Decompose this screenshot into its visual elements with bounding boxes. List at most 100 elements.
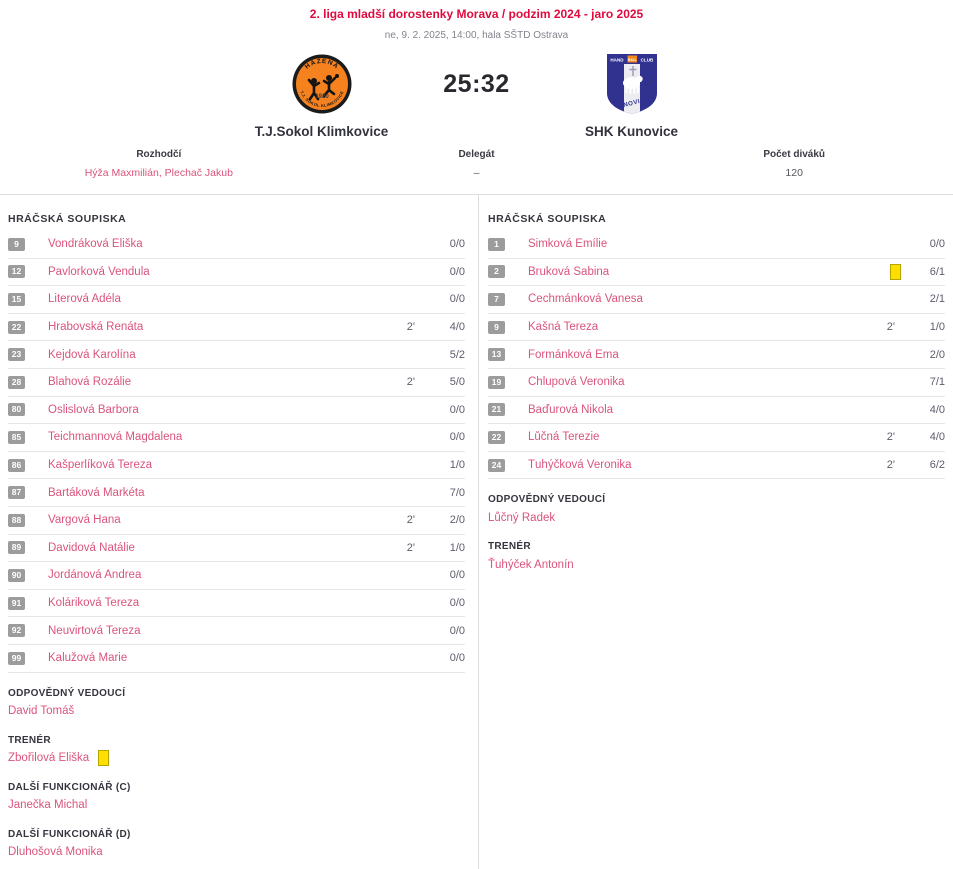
player-number-badge: 80: [8, 403, 25, 417]
player-name-link[interactable]: Koláriková Tereza: [48, 597, 140, 610]
player-name-link[interactable]: Neuvirtová Tereza: [48, 624, 141, 637]
official-block: TRENÉR Ťuhýček Antonín: [488, 541, 945, 573]
player-name-link[interactable]: Lůčná Terezie: [528, 431, 600, 444]
attendance-label: Počet diváků: [763, 149, 826, 160]
player-stats: 0/0: [449, 652, 465, 665]
player-number-badge: 22: [8, 320, 25, 334]
final-score: 25:32: [443, 69, 510, 98]
player-name-link[interactable]: Formánková Ema: [528, 348, 619, 361]
player-stats: 4/0: [929, 431, 945, 444]
away-logo-banner-mid: BALL: [628, 58, 637, 62]
player-row: 12 Pavlorková Vendula 0/0: [8, 259, 465, 287]
official-name-row: Zbořilová Eliška: [8, 750, 465, 767]
player-name-link[interactable]: Blahová Rozálie: [48, 376, 132, 389]
player-name-link[interactable]: Bartáková Markéta: [48, 486, 145, 499]
official-role-label: TRENÉR: [488, 541, 531, 553]
official-name-row: Ťuhýček Antonín: [488, 556, 945, 573]
player-number-badge: 24: [488, 458, 505, 472]
player-number-badge: 28: [8, 375, 25, 389]
referees-names[interactable]: Hýža Maxmilián, Plechač Jakub: [84, 167, 233, 179]
sokol-klimkovice-logo-graphic: HÁZENÁ T.J. SOKOL KLIMKOVICE 1920: [292, 54, 351, 114]
player-row: 87 Bartáková Markéta 7/0: [8, 479, 465, 507]
official-name-link[interactable]: Zbořilová Eliška: [8, 752, 90, 764]
player-name-link[interactable]: Vargová Hana: [48, 514, 121, 527]
official-name-link[interactable]: Janečka Michal: [8, 799, 88, 811]
player-stats: 2/0: [929, 348, 945, 361]
player-name-link[interactable]: Jordánová Andrea: [48, 569, 142, 582]
player-name-link[interactable]: Literová Adéla: [48, 293, 121, 306]
player-number-badge: 7: [488, 292, 505, 306]
away-logo-banner-right: CLUB: [640, 58, 653, 63]
player-number-badge: 91: [8, 596, 25, 610]
home-player-table: 9 Vondráková Eliška 0/0 12 Pavlorková Vendul…: [8, 231, 465, 673]
home-team-block: HÁZENÁ T.J. SOKOL KLIMKOVICE 1920 T.J.So…: [227, 53, 417, 139]
official-name-link[interactable]: Lůčný Radek: [488, 511, 556, 524]
player-row: 9 Kašná Tereza 2' 1/0: [488, 314, 945, 342]
player-name-link[interactable]: Kašperlíková Tereza: [48, 459, 152, 472]
player-number-badge: 87: [8, 486, 25, 500]
official-name-row: Dluhošová Monika: [8, 844, 465, 861]
player-row: 19 Chlupová Veronika 7/1: [488, 369, 945, 397]
player-name-link[interactable]: Davidová Natálie: [48, 541, 135, 554]
player-row: 15 Literová Adéla 0/0: [8, 286, 465, 314]
home-officials-list: ODPOVĚDNÝ VEDOUCÍ David Tomáš TRENÉR Zbořil…: [8, 688, 465, 861]
player-name-link[interactable]: Šimková Emílie: [528, 238, 608, 251]
player-stats: 2/0: [449, 514, 465, 527]
player-row: 22 Lůčná Terezie 2' 4/0: [488, 424, 945, 452]
away-player-table: 1 Šimková Emílie 0/0 2 Bruková Sabina 6/1 7 Čec…: [488, 231, 945, 480]
official-name-link[interactable]: Dluhošová Monika: [8, 846, 103, 858]
player-row: 24 Ťuhýčková Veronika 2' 6/2: [488, 452, 945, 480]
player-row: 89 Davidová Natálie 2' 1/0: [8, 535, 465, 563]
player-stats: 6/2: [929, 459, 945, 472]
away-team-logo: HAND BALL CLUB: [537, 53, 727, 115]
player-stats: 1/0: [929, 321, 945, 334]
away-team-block: HAND BALL CLUB: [537, 53, 727, 139]
player-number-badge: 9: [488, 320, 505, 334]
competition-title[interactable]: 2. liga mladší dorostenky Morava / podzi…: [309, 7, 644, 21]
official-name-link[interactable]: David Tomáš: [8, 705, 75, 717]
player-name-link[interactable]: Oslislová Barbora: [48, 403, 139, 416]
player-stats: 7/0: [449, 486, 465, 499]
player-name-link[interactable]: Hrabovská Renáta: [48, 321, 144, 334]
player-name-link[interactable]: Kašná Tereza: [528, 321, 599, 334]
player-name-link[interactable]: Teichmannová Magdalena: [48, 431, 183, 444]
two-minute-penalty: 2': [886, 431, 895, 444]
official-role-label: DALŠÍ FUNKCIONÁŘ (C): [8, 781, 131, 793]
player-name-link[interactable]: Čechmánková Vanesa: [528, 293, 643, 306]
player-name-link[interactable]: Baďurová Nikola: [528, 403, 614, 416]
match-header: 2. liga mladší dorostenky Morava / podzi…: [0, 7, 953, 194]
player-number-badge: 90: [8, 568, 25, 582]
lamb-icon: [622, 75, 643, 94]
home-team-name: T.J.Sokol Klimkovice: [254, 124, 389, 139]
player-name-link[interactable]: Ťuhýčková Veronika: [528, 459, 632, 472]
shk-kunovice-logo-graphic: HAND BALL CLUB: [606, 54, 657, 114]
player-row: 92 Neuvirtová Tereza 0/0: [8, 617, 465, 645]
referees-block: Rozhodčí Hýža Maxmilián, Plechač Jakub: [0, 149, 318, 179]
away-logo-banner-left: HAND: [610, 58, 624, 63]
official-role-label: ODPOVĚDNÝ VEDOUCÍ: [488, 494, 606, 506]
official-name-link[interactable]: Ťuhýček Antonín: [488, 558, 574, 571]
player-row: 21 Baďurová Nikola 4/0: [488, 397, 945, 425]
two-minute-penalty: 2': [406, 376, 415, 389]
player-row: 28 Blahová Rozálie 2' 5/0: [8, 369, 465, 397]
player-stats: 0/0: [449, 597, 465, 610]
player-name-link[interactable]: Kejdová Karolína: [48, 348, 136, 361]
player-stats: 0/0: [449, 431, 465, 444]
referees-label: Rozhodčí: [136, 149, 182, 160]
player-row: 23 Kejdová Karolína 5/2: [8, 341, 465, 369]
player-name-link[interactable]: Vondráková Eliška: [48, 238, 143, 251]
home-team-logo: HÁZENÁ T.J. SOKOL KLIMKOVICE 1920: [227, 53, 417, 115]
delegate-value: –: [473, 167, 480, 179]
player-row: 85 Teichmannová Magdalena 0/0: [8, 424, 465, 452]
yellow-card-icon: [890, 263, 901, 280]
away-roster-heading: HRÁČSKÁ SOUPISKA: [488, 213, 607, 225]
player-number-badge: 2: [488, 265, 505, 279]
player-number-badge: 22: [488, 430, 505, 444]
player-name-link[interactable]: Kalužová Marie: [48, 652, 128, 665]
player-name-link[interactable]: Chlupová Veronika: [528, 376, 625, 389]
player-name-link[interactable]: Bruková Sabina: [528, 265, 610, 278]
player-name-link[interactable]: Pavlorková Vendula: [48, 265, 150, 278]
player-number-badge: 13: [488, 348, 505, 362]
player-stats: 5/2: [449, 348, 465, 361]
player-stats: 6/1: [929, 265, 945, 278]
